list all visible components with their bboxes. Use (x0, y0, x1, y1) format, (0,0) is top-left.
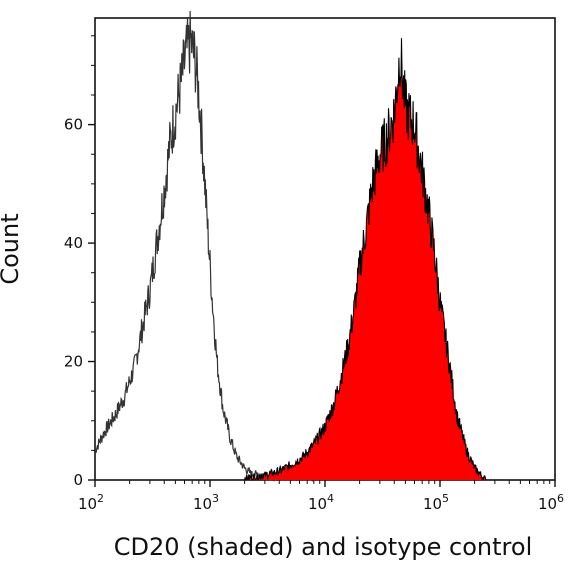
x-tick-label: 106 (538, 492, 564, 513)
y-tick-label: 40 (64, 234, 83, 252)
y-tick-label: 0 (73, 471, 83, 489)
x-tick-label: 102 (78, 492, 104, 513)
y-tick-label: 20 (64, 353, 83, 371)
x-tick-label: 104 (308, 492, 334, 513)
series-layer (94, 10, 487, 483)
series-outline-line (94, 10, 325, 483)
series-fill-outline (244, 38, 487, 481)
y-tick-label: 60 (64, 116, 83, 134)
x-tick-label: 105 (423, 492, 449, 513)
plot-frame (94, 17, 556, 481)
axis-layer: 102 103 104 105 106 0 20 40 60 (64, 35, 564, 513)
x-axis-title: CD20 (shaded) and isotype control (114, 533, 533, 561)
y-axis-title: Count (0, 213, 24, 284)
series-fill-area (244, 38, 486, 480)
x-tick-label: 103 (193, 492, 219, 513)
